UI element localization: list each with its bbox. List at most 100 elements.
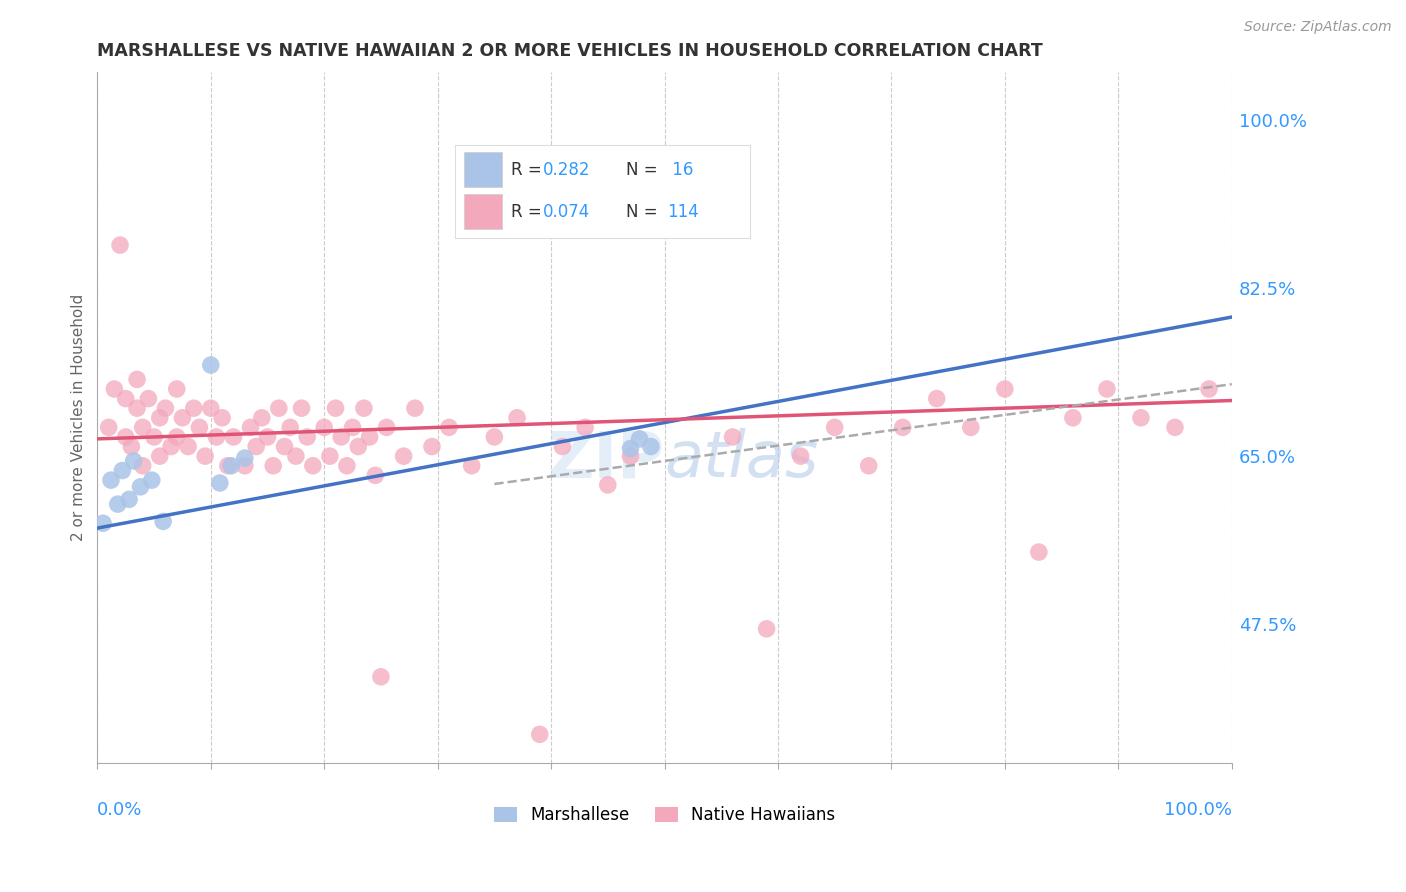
Point	[789, 449, 811, 463]
Point	[205, 430, 228, 444]
Point	[114, 430, 136, 444]
Point	[129, 480, 152, 494]
Point	[262, 458, 284, 473]
Point	[619, 442, 641, 456]
Point	[125, 372, 148, 386]
Point	[267, 401, 290, 416]
Point	[278, 420, 301, 434]
Point	[1164, 420, 1187, 434]
Point	[824, 420, 846, 434]
Point	[217, 458, 239, 473]
Point	[194, 449, 217, 463]
Point	[100, 473, 122, 487]
Point	[654, 180, 676, 194]
Point	[91, 516, 114, 531]
Point	[1028, 545, 1050, 559]
Text: 0.0%: 0.0%	[97, 801, 143, 819]
Point	[375, 420, 398, 434]
Point	[551, 440, 574, 454]
Point	[1095, 382, 1118, 396]
Point	[596, 478, 619, 492]
Point	[97, 420, 120, 434]
Point	[925, 392, 948, 406]
Point	[1062, 410, 1084, 425]
Point	[211, 410, 233, 425]
Point	[256, 430, 278, 444]
Point	[364, 468, 387, 483]
Point	[688, 210, 710, 224]
Point	[132, 458, 155, 473]
Point	[628, 432, 651, 446]
Point	[506, 410, 529, 425]
Point	[392, 449, 415, 463]
Point	[858, 458, 880, 473]
Text: MARSHALLESE VS NATIVE HAWAIIAN 2 OR MORE VEHICLES IN HOUSEHOLD CORRELATION CHART: MARSHALLESE VS NATIVE HAWAIIAN 2 OR MORE…	[97, 42, 1043, 60]
Point	[319, 449, 342, 463]
Point	[166, 382, 188, 396]
Point	[155, 401, 177, 416]
Point	[143, 430, 166, 444]
Point	[149, 410, 172, 425]
Point	[359, 430, 381, 444]
Point	[118, 492, 141, 507]
Point	[152, 515, 174, 529]
Point	[108, 238, 131, 252]
Point	[177, 440, 200, 454]
Point	[484, 430, 506, 444]
Text: 100.0%: 100.0%	[1164, 801, 1232, 819]
Point	[172, 410, 194, 425]
Point	[330, 430, 353, 444]
Point	[529, 727, 551, 741]
Point	[619, 449, 641, 463]
Point	[107, 497, 129, 511]
Point	[353, 401, 375, 416]
Point	[290, 401, 312, 416]
Point	[125, 401, 148, 416]
Point	[111, 464, 134, 478]
Point	[219, 458, 242, 473]
Point	[404, 401, 426, 416]
Point	[200, 401, 222, 416]
Point	[1198, 382, 1220, 396]
Point	[284, 449, 307, 463]
Point	[166, 430, 188, 444]
Point	[200, 358, 222, 372]
Point	[1129, 410, 1152, 425]
Point	[103, 382, 125, 396]
Text: Source: ZipAtlas.com: Source: ZipAtlas.com	[1244, 20, 1392, 34]
Text: ZIP: ZIP	[547, 428, 665, 491]
Point	[574, 420, 596, 434]
Point	[342, 420, 364, 434]
Point	[183, 401, 205, 416]
Point	[295, 430, 318, 444]
Point	[336, 458, 359, 473]
Point	[149, 449, 172, 463]
Point	[640, 440, 662, 454]
Point	[994, 382, 1017, 396]
Point	[222, 430, 245, 444]
Point	[233, 458, 256, 473]
Point	[239, 420, 262, 434]
Point	[273, 440, 295, 454]
Point	[138, 392, 160, 406]
Point	[721, 430, 744, 444]
Point	[233, 451, 256, 466]
Y-axis label: 2 or more Vehicles in Household: 2 or more Vehicles in Household	[72, 294, 86, 541]
Point	[122, 454, 145, 468]
Point	[370, 670, 392, 684]
Point	[460, 458, 482, 473]
Point	[250, 410, 273, 425]
Text: atlas: atlas	[665, 428, 818, 491]
Point	[891, 420, 914, 434]
Point	[755, 622, 778, 636]
Point	[141, 473, 163, 487]
Point	[325, 401, 347, 416]
Point	[132, 420, 155, 434]
Point	[347, 440, 370, 454]
Point	[120, 440, 142, 454]
Point	[160, 440, 183, 454]
Point	[188, 420, 211, 434]
Legend: Marshallese, Native Hawaiians: Marshallese, Native Hawaiians	[494, 805, 835, 824]
Point	[302, 458, 325, 473]
Point	[437, 420, 460, 434]
